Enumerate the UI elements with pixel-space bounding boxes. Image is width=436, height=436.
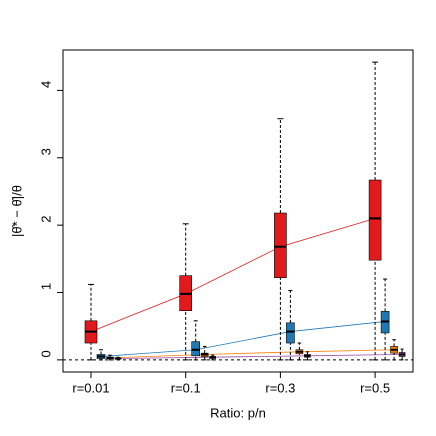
- x-tick-label: r=0.3: [265, 380, 295, 395]
- median-line: [100, 321, 386, 357]
- box: [191, 341, 200, 357]
- median-line: [90, 218, 376, 332]
- plot-frame: [62, 49, 414, 373]
- box: [286, 322, 295, 344]
- y-tick-label: 4: [38, 81, 53, 88]
- x-tick-label: r=0.1: [171, 380, 201, 395]
- y-tick-label: 1: [38, 283, 53, 290]
- x-tick-label: r=0.5: [360, 380, 390, 395]
- median-line: [117, 354, 403, 359]
- y-tick-label: 2: [38, 216, 53, 223]
- y-axis-label: |θ̂* − θ̂|/θ: [9, 185, 24, 237]
- y-tick-label: 3: [38, 148, 53, 155]
- box: [368, 179, 382, 261]
- median-line: [109, 349, 395, 359]
- box: [274, 212, 287, 278]
- x-axis-label: Ratio: p/n: [210, 405, 266, 420]
- x-tick-label: r=0.01: [72, 380, 109, 395]
- y-tick-label: 0: [38, 350, 53, 357]
